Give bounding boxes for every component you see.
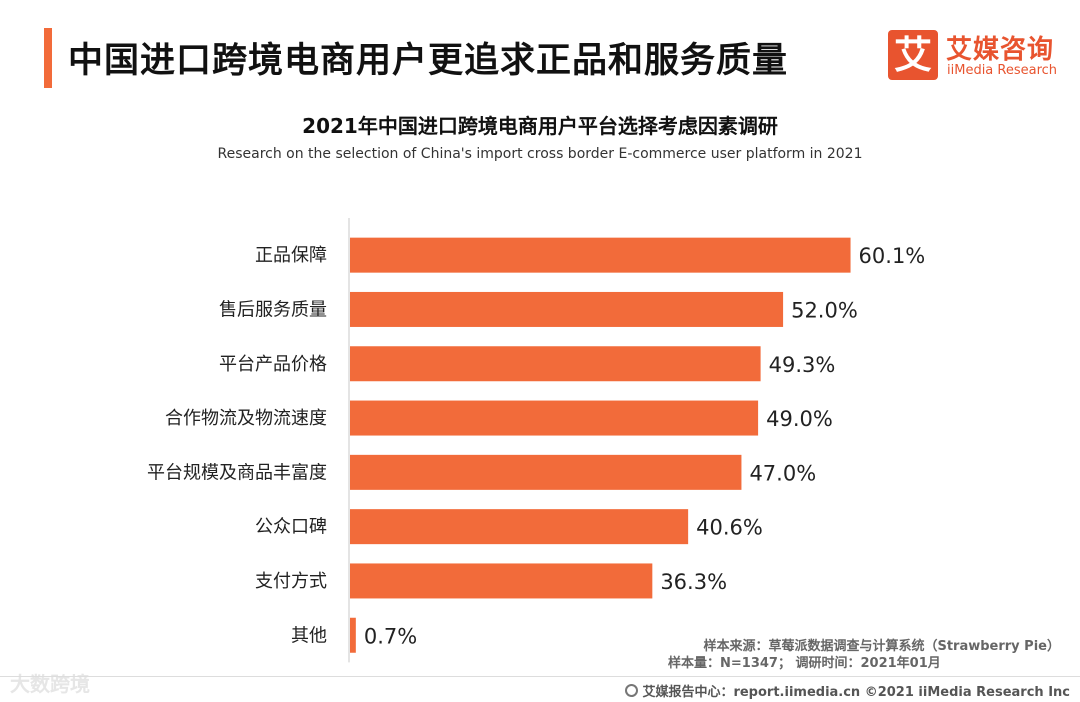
bar (350, 400, 759, 436)
category-label: 平台产品价格 (219, 354, 327, 375)
value-label: 36.3% (660, 570, 727, 594)
title-accent-bar (44, 28, 52, 88)
bar (350, 346, 761, 382)
bar (350, 454, 742, 490)
value-label: 47.0% (749, 461, 816, 485)
bar (350, 617, 356, 653)
category-label: 正品保障 (255, 245, 327, 266)
value-label: 49.3% (769, 353, 836, 377)
source-note: 样本来源：草莓派数据调查与计算系统（Strawberry Pie） (703, 639, 1060, 654)
bar (350, 237, 851, 273)
category-label: 公众口碑 (255, 517, 327, 538)
logo-mark: 艾 (888, 30, 938, 80)
watermark: 大数跨境 (10, 672, 90, 696)
footer-divider (0, 676, 1080, 677)
value-label: 40.6% (696, 516, 763, 540)
chart-subtitle: Research on the selection of China's imp… (217, 146, 863, 162)
category-label: 支付方式 (255, 571, 327, 592)
bar (350, 563, 653, 599)
category-label: 售后服务质量 (219, 299, 327, 320)
bar (350, 509, 689, 545)
value-label: 0.7% (364, 624, 417, 648)
footer: 艾媒报告中心：report.iimedia.cn ©2021 iiMedia R… (625, 681, 1070, 700)
category-label: 合作物流及物流速度 (165, 408, 327, 429)
logo-en-text: iiMedia Research (947, 63, 1058, 78)
chart-title: 2021年中国进口跨境电商用户平台选择考虑因素调研 (302, 114, 778, 138)
sample-note: 样本量：N=1347； 调研时间：2021年01月 (668, 656, 941, 671)
value-label: 60.1% (859, 244, 926, 268)
value-label: 49.0% (766, 407, 833, 431)
page-title: 中国进口跨境电商用户更追求正品和服务质量 (68, 41, 789, 81)
bar (350, 291, 784, 327)
footer-text: 艾媒报告中心：report.iimedia.cn ©2021 iiMedia R… (642, 685, 1070, 700)
globe-icon (625, 684, 639, 697)
category-label: 其他 (291, 625, 327, 646)
category-label: 平台规模及商品丰富度 (147, 462, 327, 483)
value-label: 52.0% (791, 298, 858, 322)
iimedia-logo: 艾 艾媒咨询 iiMedia Research (888, 30, 1068, 82)
logo-cn-text: 艾媒咨询 (946, 35, 1055, 65)
